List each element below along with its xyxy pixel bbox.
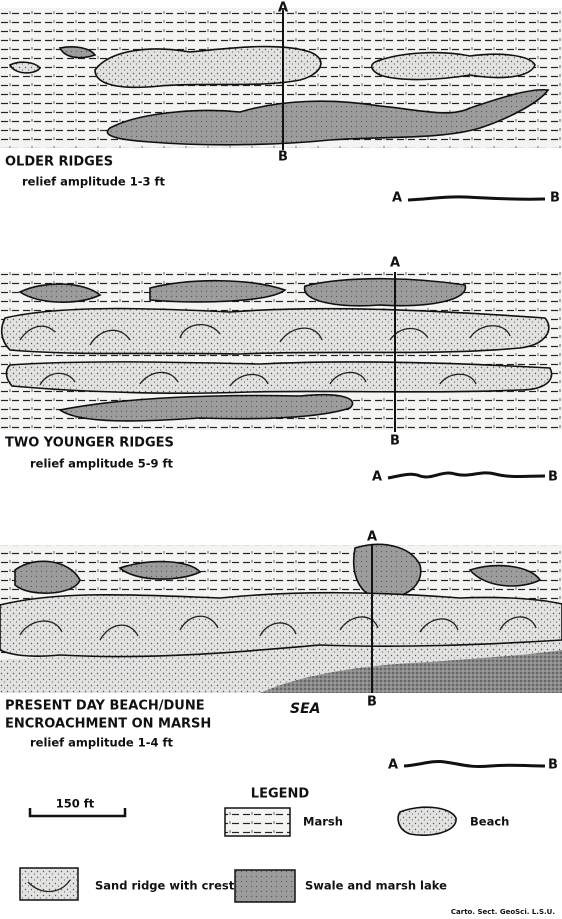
panel-title: PRESENT DAY BEACH/DUNE xyxy=(5,699,205,714)
swale xyxy=(353,543,422,599)
legend-marsh: Marsh xyxy=(303,815,343,829)
panel-subtitle: relief amplitude 5-9 ft xyxy=(30,457,174,471)
beach-ridge xyxy=(0,591,562,658)
profile-line xyxy=(387,471,546,480)
beach-ridge xyxy=(8,61,42,74)
swale xyxy=(58,393,354,422)
panel-older-ridges: A B OLDER RIDGES relief amplitude 1-3 ft… xyxy=(0,1,562,206)
section-bottom-label: B xyxy=(390,434,400,449)
section-bottom-label: B xyxy=(278,150,288,165)
swale xyxy=(106,88,550,146)
legend: LEGEND 150 ft Marsh Beach Sand ridge wit… xyxy=(19,787,555,916)
section-top-label: A xyxy=(367,530,377,545)
swale xyxy=(468,564,542,587)
panel-present-day: A B PRESENT DAY BEACH/DUNE ENCROACHMENT … xyxy=(0,530,562,773)
profile-start: A xyxy=(388,758,398,773)
sea-label: SEA xyxy=(290,701,320,717)
legend-sand-ridge-swatch xyxy=(19,867,79,901)
beach-ridge xyxy=(5,361,553,394)
panel-title: OLDER RIDGES xyxy=(5,155,113,170)
panel-subtitle: relief amplitude 1-3 ft xyxy=(22,175,166,189)
panel-title: ENCROACHMENT ON MARSH xyxy=(5,717,211,732)
swale xyxy=(149,279,287,303)
panel-subtitle: relief amplitude 1-4 ft xyxy=(30,736,174,750)
profile-end: B xyxy=(548,470,558,485)
panel-two-younger-ridges: A B TWO YOUNGER RIDGES relief amplitude … xyxy=(0,256,562,485)
legend-title: LEGEND xyxy=(251,787,310,802)
sea-area xyxy=(260,650,562,693)
swale xyxy=(58,46,97,59)
legend-beach-swatch xyxy=(397,806,457,836)
profile-end: B xyxy=(550,191,560,206)
section-top-label: A xyxy=(390,256,400,271)
legend-swale-swatch xyxy=(234,869,296,903)
legend-swale: Swale and marsh lake xyxy=(305,879,447,893)
swale xyxy=(14,560,81,595)
swale xyxy=(304,277,467,307)
swale xyxy=(18,283,102,303)
beach-ridge xyxy=(0,307,550,355)
profile-end: B xyxy=(548,758,558,773)
beach-ridge xyxy=(370,51,536,81)
profile-line xyxy=(403,760,546,768)
profile-start: A xyxy=(372,470,382,485)
scale-bar xyxy=(28,808,127,818)
legend-beach: Beach xyxy=(470,815,509,829)
profile-start: A xyxy=(392,191,402,206)
beach-ridge xyxy=(94,45,322,89)
credit: Carto. Sect. GeoSci. L.S.U. xyxy=(451,908,555,916)
profile-line xyxy=(407,195,546,202)
section-top-label: A xyxy=(278,1,288,16)
legend-marsh-swatch xyxy=(224,807,291,837)
legend-sand-ridge: Sand ridge with crest line xyxy=(95,879,262,893)
scale-label: 150 ft xyxy=(56,797,95,811)
swale xyxy=(118,560,202,580)
section-bottom-label: B xyxy=(367,695,377,710)
panel-title: TWO YOUNGER RIDGES xyxy=(5,436,174,451)
